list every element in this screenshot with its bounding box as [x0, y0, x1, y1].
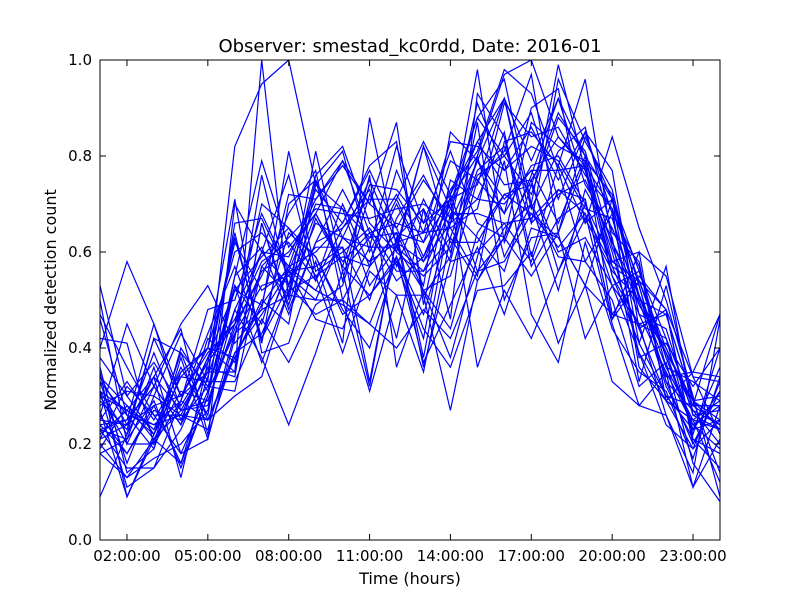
series-line-15 — [100, 77, 720, 435]
x-axis-title: Time (hours) — [358, 569, 461, 588]
series-line-35 — [100, 231, 720, 475]
series-line-34 — [100, 160, 720, 489]
series-line-33 — [100, 227, 720, 489]
series-line-32 — [100, 203, 720, 502]
x-tick-label: 02:00:00 — [93, 547, 160, 565]
series-line-31 — [100, 153, 720, 479]
y-axis-title: Normalized detection count — [41, 189, 60, 411]
axes-layer: 02:00:00 05:00:00 08:00:00 11:00:00 14:00:00… — [68, 51, 727, 565]
x-tick-label: 17:00:00 — [498, 547, 565, 565]
series-layer — [100, 60, 720, 502]
series-line-26 — [100, 151, 720, 445]
series-line-38 — [100, 154, 720, 427]
y-tick-label: 0.0 — [68, 531, 92, 549]
y-tick-label: 0.4 — [68, 339, 92, 357]
series-line-37 — [100, 226, 720, 499]
series-group — [100, 60, 720, 502]
x-tick-label: 20:00:00 — [578, 547, 645, 565]
y-tick-label: 0.2 — [68, 435, 92, 453]
x-tick-label: 11:00:00 — [336, 547, 403, 565]
series-line-36 — [100, 197, 720, 435]
y-tick-label: 0.6 — [68, 243, 92, 261]
x-tick-label: 08:00:00 — [255, 547, 322, 565]
plot-frame — [99, 59, 721, 541]
x-tick-label: 05:00:00 — [174, 547, 241, 565]
series-line-5 — [100, 87, 720, 437]
y-tick-label: 1.0 — [68, 51, 92, 69]
y-tick-label: 0.8 — [68, 147, 92, 165]
chart-title: Observer: smestad_kc0rdd, Date: 2016-01 — [218, 36, 601, 57]
x-tick-label: 23:00:00 — [659, 547, 726, 565]
x-tick-label: 14:00:00 — [417, 547, 484, 565]
series-line-13 — [100, 111, 720, 431]
